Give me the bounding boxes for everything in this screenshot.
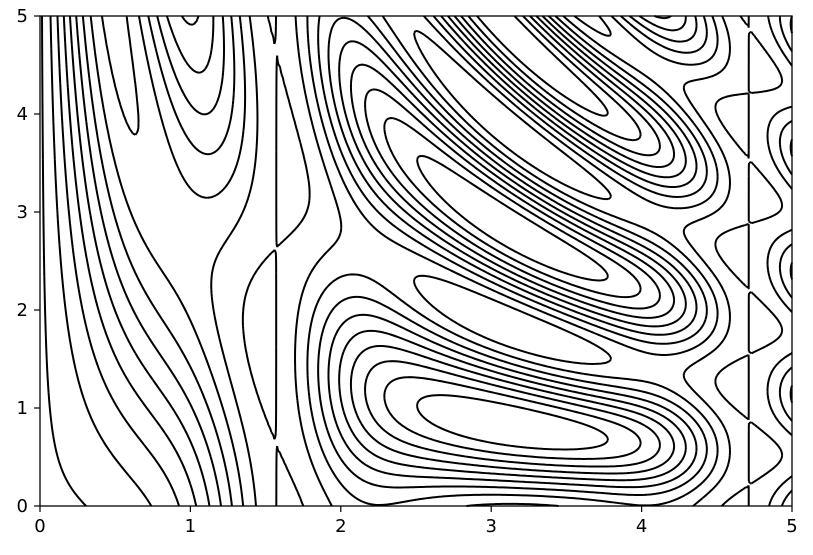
contour-level-6 [81,15,793,507]
contour-level-2 [56,15,661,507]
y-tick-label: 2 [17,300,28,321]
contour-level-9 [241,15,784,507]
contour-level-0 [41,15,609,507]
contour-level-8 [100,15,793,507]
x-tick-label: 1 [185,516,196,537]
x-axis: 0 1 2 3 4 5 [34,506,798,537]
x-tick-label: 5 [786,516,797,537]
y-axis: 0 1 2 3 4 5 [17,6,40,517]
y-tick-label: 3 [17,202,28,223]
x-tick-label: 2 [335,516,346,537]
x-tick-label: 3 [485,516,496,537]
y-tick-label: 4 [17,104,28,125]
x-tick-label: 4 [636,516,647,537]
contour-level-7 [89,15,793,507]
contour-level-3 [62,15,676,507]
y-tick-label: 5 [17,6,28,27]
contour-level-4 [68,15,687,507]
contour-level-5 [75,15,698,507]
x-tick-label: 0 [34,516,45,537]
contour-level-1 [49,15,642,507]
plot-frame [39,15,793,507]
y-tick-label: 1 [17,398,28,419]
contour-lines [41,15,793,507]
y-tick-label: 0 [17,496,28,517]
